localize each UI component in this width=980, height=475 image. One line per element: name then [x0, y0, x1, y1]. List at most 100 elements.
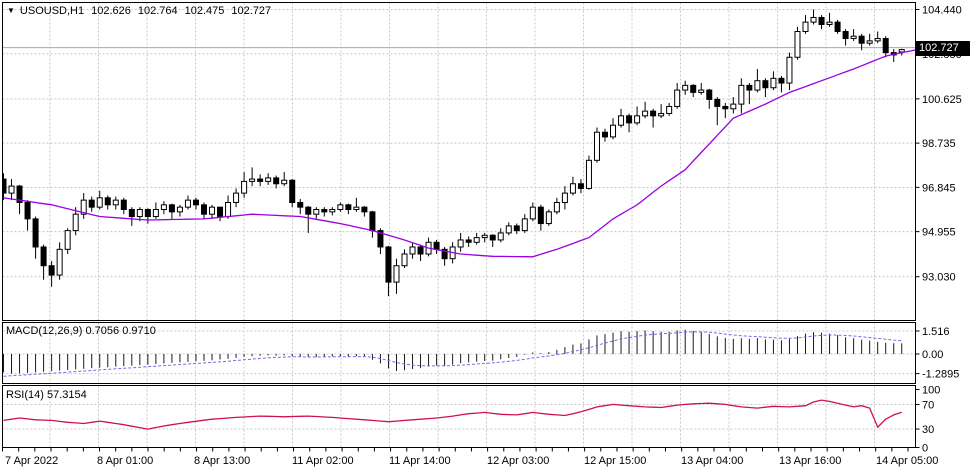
candle-down — [32, 218, 39, 248]
candle-down — [297, 201, 304, 208]
candle-up — [569, 183, 576, 194]
moving-average-line — [3, 49, 916, 258]
candle-up — [160, 204, 167, 211]
candle-up — [674, 89, 681, 107]
candle-up — [265, 177, 272, 182]
time-axis-label: 11 Apr 14:00 — [389, 455, 451, 467]
candle-down — [192, 199, 199, 206]
candle-down — [273, 177, 280, 185]
candle-up — [457, 239, 464, 248]
candle-up — [874, 38, 881, 42]
candle-up — [593, 131, 600, 161]
price-axis-label: 98.735 — [922, 138, 956, 150]
candle-up — [249, 178, 256, 182]
candle-up — [786, 56, 793, 84]
candle-down — [377, 230, 384, 248]
candle-down — [714, 98, 721, 107]
candle-down — [818, 16, 825, 25]
candle-down — [489, 234, 496, 241]
candle-up — [337, 204, 344, 211]
candle-up — [634, 115, 641, 124]
time-axis-label: 11 Apr 02:00 — [292, 455, 354, 467]
candle-down — [24, 201, 31, 220]
macd-axis-label: 1.516 — [922, 326, 950, 338]
candle-up — [810, 16, 817, 23]
candle-down — [778, 77, 785, 84]
candle-down — [2, 178, 7, 194]
candle-down — [602, 131, 608, 138]
rsi-axis-label: 30 — [922, 424, 934, 436]
candle-down — [577, 183, 584, 189]
candle-down — [361, 206, 368, 213]
candle-up — [794, 31, 801, 58]
candle-down — [217, 206, 224, 218]
candle-down — [762, 80, 769, 89]
candle-down — [537, 206, 544, 225]
candles-group — [2, 9, 905, 297]
candle-up — [521, 218, 528, 232]
macd-pane-border — [2, 322, 916, 384]
candle-up — [481, 234, 488, 239]
candle-up — [233, 192, 240, 203]
chart-title: ▼ USOUSD,H1 102.626 102.764 102.475 102.727 — [7, 4, 271, 18]
price-axis-label: 94.955 — [922, 227, 956, 239]
candle-up — [754, 80, 761, 91]
price-pane-border — [2, 2, 916, 321]
candle-up — [682, 84, 689, 91]
candle-down — [168, 204, 175, 213]
candle-down — [201, 204, 207, 215]
macd-indicator-label: MACD(12,26,9) 0.7056 0.9710 — [6, 325, 156, 338]
candle-up — [610, 124, 617, 138]
candle-down — [369, 211, 376, 232]
candle-up — [698, 89, 705, 93]
macd-signal-value: 0.9710 — [122, 325, 156, 337]
candle-up — [329, 209, 336, 213]
candle-down — [16, 185, 23, 203]
candle-down — [40, 246, 47, 267]
ohlc-open: 102.626 — [91, 5, 131, 17]
price-axis-label: 93.030 — [922, 272, 956, 284]
candle-down — [858, 35, 865, 44]
time-axis-label: 7 Apr 2022 — [5, 455, 58, 467]
candle-up — [313, 209, 320, 215]
candle-up — [136, 209, 143, 218]
rsi-name: RSI(14) — [6, 389, 44, 401]
ohlc-low: 102.475 — [184, 5, 225, 17]
candle-down — [465, 239, 472, 243]
candle-down — [128, 209, 135, 218]
candle-up — [401, 253, 408, 267]
candle-up — [730, 103, 737, 110]
candle-down — [834, 21, 841, 33]
candle-up — [241, 180, 248, 194]
candle-down — [882, 38, 889, 54]
symbol-dropdown-icon[interactable]: ▼ — [7, 6, 15, 15]
candle-up — [473, 237, 480, 243]
time-axis-label: 13 Apr 04:00 — [681, 455, 743, 467]
time-axis-label: 8 Apr 13:00 — [194, 455, 250, 467]
candle-down — [289, 179, 296, 203]
candle-up — [850, 35, 857, 40]
price-pane-canvas[interactable] — [2, 2, 916, 321]
candle-down — [650, 110, 657, 117]
current-price-box: 102.727 — [916, 41, 970, 56]
rsi-pane-canvas[interactable] — [2, 385, 916, 448]
candle-down — [385, 246, 392, 283]
candle-up — [72, 213, 79, 232]
candle-down — [144, 209, 151, 218]
price-axis-label: 96.845 — [922, 182, 956, 194]
candle-up — [585, 159, 592, 189]
candle-up — [497, 232, 504, 241]
candle-up — [866, 40, 873, 44]
candle-up — [642, 110, 649, 117]
candle-up — [112, 199, 119, 206]
candle-up — [658, 112, 665, 117]
candle-down — [104, 197, 111, 206]
time-axis-label: 12 Apr 03:00 — [487, 455, 549, 467]
candle-down — [690, 84, 697, 93]
rsi-indicator-label: RSI(14) 57.3154 — [6, 389, 87, 402]
candle-up — [505, 225, 512, 234]
candle-up — [738, 84, 745, 105]
candle-down — [706, 89, 713, 100]
candle-up — [666, 105, 673, 114]
